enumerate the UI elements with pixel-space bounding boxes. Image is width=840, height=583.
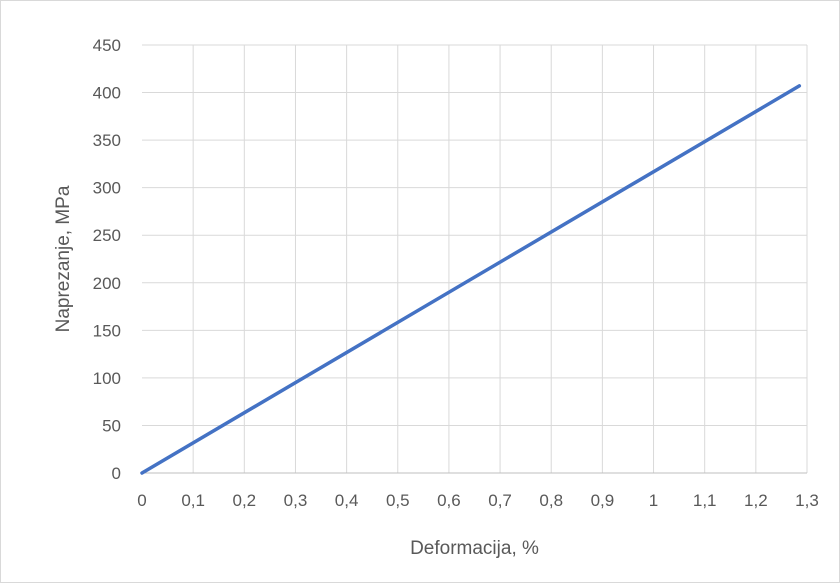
x-tick-label: 0	[137, 491, 146, 510]
x-tick-label: 0,6	[437, 491, 461, 510]
x-axis-ticks: 0 0,1 0,2 0,3 0,4 0,5 0,6 0,7 0,8 0,9 1 1,1 1,2 1,3	[137, 491, 819, 510]
x-tick-label: 1,1	[693, 491, 717, 510]
series-layer	[140, 84, 802, 475]
y-tick-label: 300	[93, 179, 121, 198]
x-tick-label: 0,9	[591, 491, 615, 510]
x-tick-label: 1	[649, 491, 658, 510]
series-line	[140, 84, 802, 475]
x-tick-label: 1,2	[744, 491, 768, 510]
x-tick-label: 0,4	[335, 491, 359, 510]
y-axis-ticks: 0 50 100 150 200 250 300 350 400 450	[93, 36, 121, 483]
x-tick-label: 0,8	[539, 491, 563, 510]
y-tick-label: 350	[93, 131, 121, 150]
x-tick-label: 0,5	[386, 491, 410, 510]
x-tick-label: 0,1	[181, 491, 205, 510]
y-tick-label: 100	[93, 369, 121, 388]
y-tick-label: 250	[93, 226, 121, 245]
x-tick-label: 0,3	[284, 491, 308, 510]
x-tick-label: 0,7	[488, 491, 512, 510]
x-tick-label: 0,2	[232, 491, 256, 510]
gridlines	[142, 44, 808, 474]
y-tick-label: 200	[93, 274, 121, 293]
y-tick-label: 150	[93, 321, 121, 340]
y-tick-label: 50	[102, 416, 121, 435]
y-tick-label: 0	[112, 464, 121, 483]
y-axis-title: Naprezanje, MPa	[53, 185, 74, 332]
y-tick-label: 450	[93, 36, 121, 55]
y-tick-label: 400	[93, 84, 121, 103]
x-tick-label: 1,3	[795, 491, 819, 510]
x-axis-title: Deformacija, %	[410, 538, 539, 559]
